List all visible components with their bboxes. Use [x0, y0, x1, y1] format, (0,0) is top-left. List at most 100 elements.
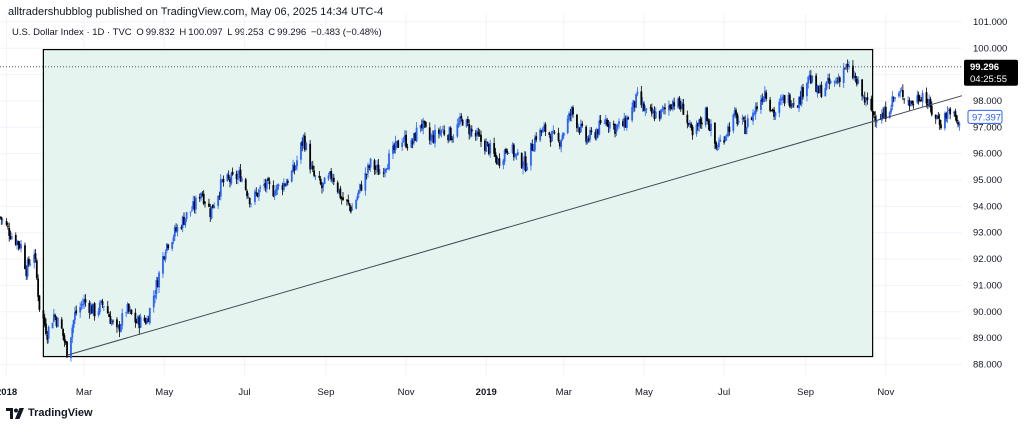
- candle-395: [725, 133, 728, 141]
- candle-363: [668, 100, 670, 116]
- candle-145: [265, 179, 268, 193]
- brand-name: TradingView: [28, 407, 93, 419]
- candle-521: [957, 119, 959, 128]
- candle-130: [238, 166, 241, 179]
- low-value: 99.253: [234, 27, 264, 38]
- x-axis: 2018 Mar May Jul Sep Nov 2019 Mar May Jul Sep Nov: [0, 387, 894, 398]
- candle-156: [285, 178, 288, 187]
- candle-5: [8, 222, 11, 242]
- candle-135: [247, 192, 250, 199]
- candle-224: [411, 138, 414, 149]
- candle-338: [622, 119, 624, 127]
- candle-340: [624, 115, 627, 129]
- candle-281: [515, 153, 518, 161]
- candle-394: [724, 135, 727, 142]
- candle-316: [579, 119, 582, 134]
- candle-398: [732, 113, 735, 134]
- candle-13: [24, 242, 26, 270]
- candle-213: [392, 141, 394, 160]
- candle-453: [833, 80, 836, 88]
- y-tick-label-12: 89.000: [973, 333, 1002, 344]
- candle-237: [434, 124, 436, 148]
- candle-331: [607, 120, 610, 133]
- candle-358: [658, 110, 661, 122]
- trend-line[interactable]: [66, 95, 963, 356]
- candle-311: [570, 106, 573, 122]
- candle-376: [690, 122, 693, 131]
- candle-318: [585, 125, 588, 145]
- candle-477: [875, 115, 878, 129]
- candle-324: [595, 127, 598, 141]
- candle-286: [524, 151, 527, 173]
- candle-342: [627, 116, 630, 120]
- candle-475: [873, 110, 875, 119]
- candle-486: [892, 96, 895, 103]
- candle-209: [384, 167, 386, 178]
- candle-200: [367, 162, 369, 178]
- candle-481: [883, 105, 886, 119]
- candle-230: [422, 117, 425, 135]
- y-tick-label-8: 93.000: [973, 228, 1002, 239]
- candle-436: [800, 85, 803, 107]
- candle-329: [604, 114, 607, 127]
- candle-57: [102, 305, 105, 311]
- candle-313: [576, 113, 578, 132]
- candle-155: [284, 183, 287, 187]
- candle-285: [523, 150, 526, 171]
- candle-113: [208, 198, 210, 208]
- candle-483: [888, 111, 891, 119]
- last-price-badge: [964, 59, 1018, 86]
- y-tick-label-1: 100.000: [973, 43, 1007, 54]
- tradingview-brand[interactable]: TradingView: [6, 407, 93, 419]
- candle-79: [144, 317, 147, 325]
- candle-133: [244, 177, 247, 191]
- candle-49: [89, 301, 92, 316]
- candle-382: [700, 117, 703, 130]
- candle-298: [548, 131, 551, 138]
- y-tick-label-11: 90.000: [973, 307, 1002, 318]
- candle-474: [871, 110, 874, 113]
- candle-320: [587, 135, 590, 143]
- candle-404: [742, 116, 745, 123]
- candle-75: [137, 314, 139, 325]
- candle-165: [302, 134, 305, 149]
- x-tick-label-9: Jul: [718, 387, 730, 398]
- candle-476: [874, 111, 877, 127]
- candle-479: [880, 109, 883, 124]
- candle-223: [410, 137, 413, 149]
- candle-473: [870, 95, 873, 112]
- candle-500: [919, 95, 921, 103]
- candle-290: [532, 143, 535, 152]
- candle-291: [533, 134, 536, 152]
- candle-115: [210, 206, 213, 220]
- candle-142: [259, 184, 262, 193]
- candle-305: [560, 138, 563, 153]
- candle-60: [109, 311, 112, 324]
- candle-472: [866, 92, 869, 105]
- candle-105: [192, 195, 195, 211]
- candle-274: [503, 148, 506, 166]
- candle-216: [395, 141, 398, 149]
- candle-24: [43, 313, 46, 328]
- candle-471: [865, 97, 867, 107]
- candle-262: [480, 130, 482, 148]
- candle-180: [330, 167, 333, 183]
- candle-51: [92, 303, 95, 316]
- range-rectangle[interactable]: [42, 48, 874, 358]
- candle-151: [276, 183, 279, 196]
- candle-243: [447, 134, 450, 144]
- candle-61: [110, 318, 113, 326]
- open-value: 99.832: [145, 27, 175, 38]
- candle-76: [138, 314, 141, 334]
- candle-159: [292, 159, 294, 173]
- candle-492: [903, 98, 906, 104]
- candle-374: [687, 122, 690, 127]
- candle-161: [294, 164, 297, 171]
- candle-91: [166, 243, 168, 253]
- high-label: H: [179, 27, 187, 38]
- candle-183: [336, 180, 339, 194]
- candle-411: [754, 102, 757, 120]
- candle-48: [88, 300, 91, 319]
- candle-259: [476, 127, 478, 141]
